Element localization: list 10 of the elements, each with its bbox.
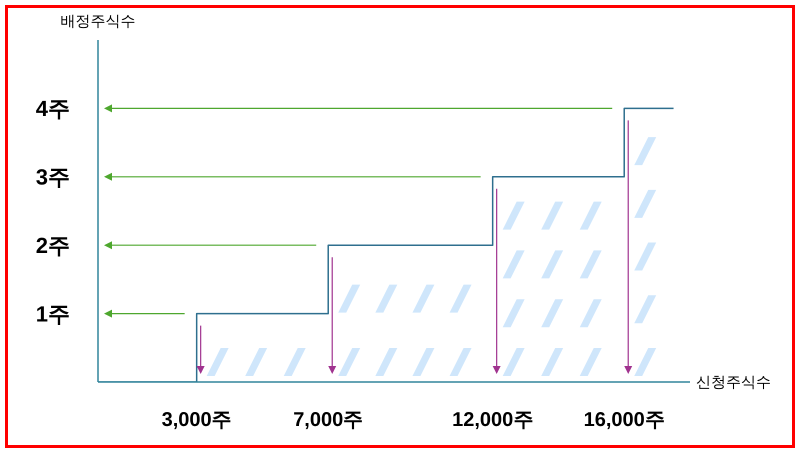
y-tick-label: 4주 [36,96,70,122]
x-tick-label: 3,000주 [162,409,232,432]
x-axis-title: 신청주식수 [696,374,771,391]
y-tick-label: 3주 [36,164,70,190]
x-tick-label: 16,000주 [584,409,665,432]
y-tick-label: 1주 [36,301,70,326]
x-tick-label: 12,000주 [452,409,534,432]
y-tick-label: 2주 [36,233,70,258]
y-axis-title: 배정주식수 [60,13,136,30]
x-tick-label: 7,000주 [293,409,364,432]
